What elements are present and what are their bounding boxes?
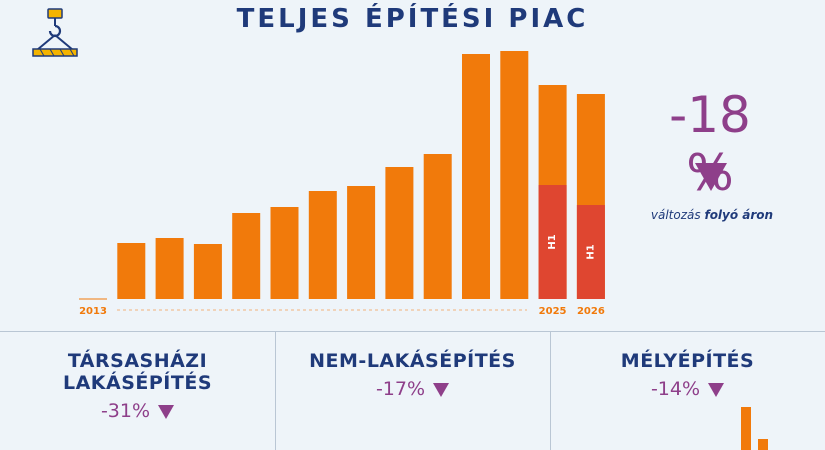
bar: [347, 186, 376, 299]
segment-non-residential: NEM-LAKÁSÉPÍTÉS -17%: [275, 350, 550, 400]
crane-hook-icon: [32, 8, 78, 57]
h1-label: H1: [585, 244, 596, 259]
h1-label: H1: [547, 234, 558, 249]
segment-change: -31%: [0, 400, 275, 422]
bar: [155, 238, 184, 299]
triangle-down-icon: [708, 382, 725, 397]
triangle-down-icon: [695, 163, 727, 191]
segment-title: TÁRSASHÁZI LAKÁSÉPÍTÉS: [62, 350, 213, 394]
triangle-down-icon: [158, 404, 175, 419]
segment-change: -14%: [550, 378, 825, 400]
segment-change: -17%: [275, 378, 550, 400]
triangle-down-icon: [433, 382, 450, 397]
segment-divider: [275, 331, 276, 450]
segment-divider: [550, 331, 551, 450]
bar-h1: [576, 205, 605, 299]
bar: [117, 243, 146, 299]
headline-change: -18 %: [669, 86, 751, 202]
bar-h1: [538, 185, 567, 299]
section-divider: [0, 331, 825, 332]
bar: [423, 154, 452, 299]
segment-title: MÉLYÉPÍTÉS: [620, 350, 755, 372]
civil-engineering-chart-bar: [741, 407, 751, 450]
civil-engineering-chart-bar: [758, 439, 768, 450]
segment-residential: TÁRSASHÁZI LAKÁSÉPÍTÉS -31%: [0, 350, 275, 422]
total-construction-bar-chart: H1 H1 2013 2025 2026: [79, 51, 605, 317]
page-title: TELJES ÉPÍTÉSI PIAC: [236, 4, 589, 34]
bar: [462, 54, 490, 299]
segment-civil-engineering: MÉLYÉPÍTÉS -14%: [550, 350, 825, 400]
bar: [270, 207, 299, 299]
bar: [193, 244, 222, 299]
bar: [385, 167, 414, 299]
x-tick-label: 2025: [539, 306, 567, 317]
x-tick-label: 2013: [79, 306, 107, 317]
headline-caption: változás folyó áron: [650, 208, 774, 222]
segment-title: NEM-LAKÁSÉPÍTÉS: [309, 350, 516, 372]
bar: [500, 51, 529, 299]
x-tick-label: 2026: [577, 306, 605, 317]
bar: [308, 191, 337, 299]
bar: [232, 213, 261, 299]
